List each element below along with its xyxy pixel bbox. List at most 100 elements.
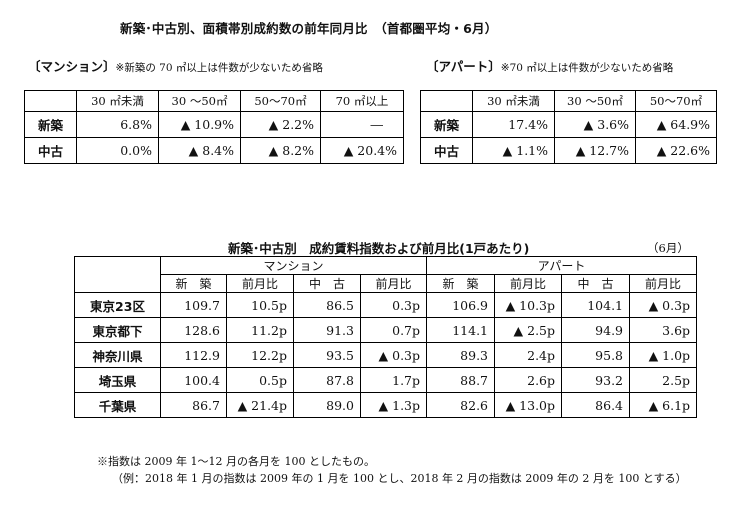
- mansion-header-cell: 70 ㎡以上: [320, 90, 404, 112]
- index-table: マンション アパート 新 築 前月比 中 古 前月比 新 築 前月比 中 古 前…: [74, 256, 698, 418]
- group-header-apart: アパート: [426, 256, 698, 275]
- table-cell: ▲ 10.3p: [494, 292, 563, 318]
- table-cell: ▲ 12.7%: [554, 137, 636, 164]
- table-cell: 88.7: [426, 367, 496, 393]
- table-cell: ▲ 22.6%: [635, 137, 717, 164]
- table-cell: ▲ 20.4%: [320, 137, 404, 164]
- table-cell: 104.1: [561, 292, 631, 318]
- table-cell: 10.5p: [226, 292, 294, 318]
- table-cell: 87.8: [293, 367, 361, 393]
- table-cell: 0.5p: [226, 367, 294, 393]
- apart-header-cell: [420, 90, 473, 112]
- mansion-header-row: 30 ㎡未満 30 ～50㎡ 50～70㎡ 70 ㎡以上: [24, 90, 404, 112]
- table-cell: ▲ 1.0p: [629, 342, 698, 368]
- table-cell: ▲ 1.3p: [359, 392, 428, 418]
- table-cell: 2.5p: [629, 367, 698, 393]
- footnote-2: （例：2018 年 1 月の指数は 2009 年の 1 月を 100 とし、20…: [112, 472, 687, 485]
- table-cell: ▲ 21.4p: [226, 392, 294, 418]
- apart-header-cell: 50～70㎡: [635, 90, 717, 112]
- table-cell: 11.2p: [226, 317, 294, 343]
- mansion-header-cell: 30 ～50㎡: [158, 90, 241, 112]
- table-cell: 106.9: [426, 292, 496, 318]
- table-cell: ▲ 1.1%: [472, 137, 555, 164]
- row-label: 神奈川県: [74, 342, 161, 368]
- table-row: 千葉県 86.7 ▲ 21.4p 89.0 ▲ 1.3p 82.6 ▲ 13.0…: [74, 392, 698, 418]
- table-cell: 86.5: [293, 292, 361, 318]
- table-cell: 100.4: [160, 367, 227, 393]
- table-cell: ▲ 2.2%: [240, 111, 321, 138]
- sub-header-cell: 新 築: [426, 274, 496, 293]
- row-label: 埼玉県: [74, 367, 161, 393]
- sub-header-cell: 前月比: [494, 274, 563, 293]
- table-cell: 86.7: [160, 392, 227, 418]
- table-cell: 12.2p: [226, 342, 294, 368]
- table-cell: ▲ 8.4%: [158, 137, 241, 164]
- page-title: 新築･中古別、面積帯別成約数の前年同月比 （首都圏平均・6月）: [120, 21, 498, 36]
- table-cell: 2.6p: [494, 367, 563, 393]
- table-row: 中古 ▲ 1.1% ▲ 12.7% ▲ 22.6%: [420, 137, 717, 164]
- apart-header-cell: 30 ㎡未満: [472, 90, 555, 112]
- row-label: 新築: [420, 111, 473, 138]
- table-cell: 94.9: [561, 317, 631, 343]
- mansion-header-cell: [24, 90, 77, 112]
- sub-header-cell: 前月比: [359, 274, 428, 293]
- mansion-caption-block: 〔マンション〕※新築の 70 ㎡以上は件数が少ないため省略: [28, 56, 323, 75]
- table-cell: 109.7: [160, 292, 227, 318]
- sub-header-cell: 前月比: [629, 274, 698, 293]
- table-cell: ▲ 8.2%: [240, 137, 321, 164]
- row-label: 東京23区: [74, 292, 161, 318]
- table-cell: 114.1: [426, 317, 496, 343]
- table-cell: 3.6p: [629, 317, 698, 343]
- mansion-header-cell: 30 ㎡未満: [76, 90, 159, 112]
- table-cell: 0.0%: [76, 137, 159, 164]
- table-cell: 93.2: [561, 367, 631, 393]
- row-label: 東京都下: [74, 317, 161, 343]
- index-table-month: （6月）: [647, 241, 689, 255]
- table-row: 神奈川県 112.9 12.2p 93.5 ▲ 0.3p 89.3 2.4p 9…: [74, 342, 698, 368]
- sub-header-cell: 中 古: [561, 274, 631, 293]
- table-cell: 93.5: [293, 342, 361, 368]
- table-cell: 95.8: [561, 342, 631, 368]
- table-cell: 112.9: [160, 342, 227, 368]
- corner-cell: [74, 256, 161, 293]
- table-cell: ▲ 13.0p: [494, 392, 563, 418]
- table-cell: 2.4p: [494, 342, 563, 368]
- row-label: 中古: [420, 137, 473, 164]
- table-cell: ▲ 0.3p: [359, 342, 428, 368]
- sub-header-cell: 前月比: [226, 274, 294, 293]
- table-cell: 89.3: [426, 342, 496, 368]
- table-cell: 0.3p: [359, 292, 428, 318]
- row-label: 中古: [24, 137, 77, 164]
- table-cell: 128.6: [160, 317, 227, 343]
- table-cell: ▲ 64.9%: [635, 111, 717, 138]
- mansion-table: 30 ㎡未満 30 ～50㎡ 50～70㎡ 70 ㎡以上 新築 6.8% ▲ 1…: [24, 90, 404, 164]
- table-row: 東京23区 109.7 10.5p 86.5 0.3p 106.9 ▲ 10.3…: [74, 292, 698, 318]
- table-cell: 17.4%: [472, 111, 555, 138]
- table-cell: 82.6: [426, 392, 496, 418]
- index-table-title: 新築･中古別 成約賃料指数および前月比(1戸あたり): [228, 241, 530, 256]
- mansion-header-cell: 50～70㎡: [240, 90, 321, 112]
- footnote-1: ※指数は 2009 年 1～12 月の各月を 100 としたもの。: [97, 455, 375, 468]
- group-header-mansion: マンション: [159, 256, 428, 275]
- apart-caption-block: 〔アパート〕※70 ㎡以上は件数が少ないため省略: [426, 56, 673, 75]
- table-cell: ▲ 0.3p: [629, 292, 698, 318]
- apart-caption: 〔アパート〕: [426, 59, 501, 74]
- table-row: 新築 17.4% ▲ 3.6% ▲ 64.9%: [420, 111, 717, 138]
- table-cell: 86.4: [561, 392, 631, 418]
- apart-note: ※70 ㎡以上は件数が少ないため省略: [500, 62, 674, 74]
- table-row: 中古 0.0% ▲ 8.4% ▲ 8.2% ▲ 20.4%: [24, 137, 404, 164]
- table-row: 東京都下 128.6 11.2p 91.3 0.7p 114.1 ▲ 2.5p …: [74, 317, 698, 343]
- sub-header-row: 新 築 前月比 中 古 前月比 新 築 前月比 中 古 前月比: [75, 274, 698, 293]
- table-cell: ―: [320, 111, 404, 138]
- table-row: 新築 6.8% ▲ 10.9% ▲ 2.2% ―: [24, 111, 404, 138]
- row-label: 新築: [24, 111, 77, 138]
- apart-table: 30 ㎡未満 30 ～50㎡ 50～70㎡ 新築 17.4% ▲ 3.6% ▲ …: [420, 90, 717, 164]
- apart-header-cell: 30 ～50㎡: [554, 90, 636, 112]
- sub-header-cell: 中 古: [293, 274, 361, 293]
- table-cell: 6.8%: [76, 111, 159, 138]
- table-cell: ▲ 10.9%: [158, 111, 241, 138]
- table-cell: ▲ 3.6%: [554, 111, 636, 138]
- table-cell: ▲ 6.1p: [629, 392, 698, 418]
- table-row: 埼玉県 100.4 0.5p 87.8 1.7p 88.7 2.6p 93.2 …: [74, 367, 698, 393]
- mansion-caption: 〔マンション〕: [28, 59, 116, 74]
